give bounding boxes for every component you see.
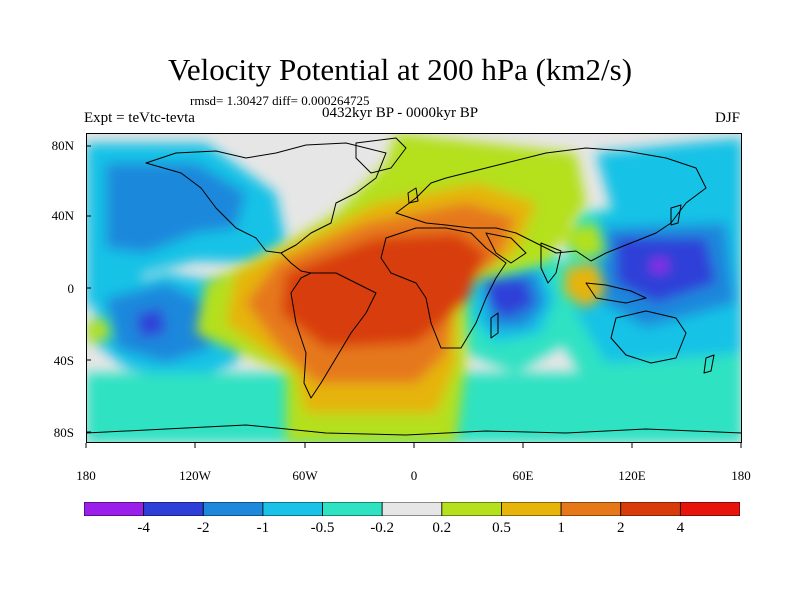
arabia-coast — [485, 232, 527, 264]
colorbar-label: -2 — [197, 520, 210, 536]
y-tick-80s: 80S — [53, 425, 74, 440]
x-tick-120w: 120W — [179, 468, 211, 483]
japan-coast — [670, 204, 682, 226]
x-tick-60e: 60E — [512, 468, 534, 483]
siberia-pos-weak — [556, 223, 606, 258]
y-tick-0: 0 — [67, 281, 75, 296]
coastlines — [86, 137, 742, 436]
colorbar-swatch — [501, 502, 562, 516]
colorbar-label: -4 — [137, 520, 150, 536]
y-tick-40s: 40S — [53, 353, 74, 368]
colorbar-swatch — [620, 502, 681, 516]
x-tick-0: 0 — [410, 468, 418, 483]
colorbar-swatch — [202, 502, 264, 516]
atlantic-pos-max — [281, 233, 486, 348]
colorbar-swatch — [143, 502, 204, 516]
x-tick-180w: 180 — [76, 468, 96, 483]
uk-coast — [407, 187, 419, 204]
south-america-pos-weak — [86, 318, 111, 343]
axis-ticks — [85, 145, 742, 448]
x-tick-60w: 60W — [292, 468, 318, 483]
south-america-coast — [290, 272, 377, 399]
colorbar-label: 0.2 — [432, 520, 452, 536]
australia-coast — [610, 310, 687, 364]
y-tick-80n: 80N — [51, 138, 74, 153]
x-tick-120e: 120E — [618, 468, 646, 483]
new-zealand-coast — [703, 354, 715, 374]
indonesia-coast — [585, 282, 647, 304]
velocity-potential-map — [86, 133, 742, 443]
colorbar-label: 4 — [676, 520, 685, 536]
colorbar-label: -1 — [256, 520, 270, 536]
greenland-coast — [355, 137, 407, 174]
west-pacific-neg-extreme — [651, 259, 668, 272]
x-tick-180e: 180 — [731, 468, 751, 483]
colorbar-swatch — [262, 502, 323, 516]
pacific-south-neg-max — [136, 308, 166, 338]
colorbar-swatch — [560, 502, 622, 516]
colorbar-swatch — [441, 502, 502, 516]
arctic-east-neg — [596, 138, 742, 223]
colorbar-label: -0.5 — [310, 520, 335, 536]
stats-line: rmsd= 1.30427 diff= 0.000264725 — [190, 93, 370, 108]
indian-neg-max — [486, 279, 534, 318]
colorbar-label: 1 — [557, 520, 565, 536]
africa-coast — [380, 227, 507, 349]
plot-title: Velocity Potential at 200 hPa (km2/s) — [167, 52, 633, 87]
period-label: 0432kyr BP - 0000kyr BP — [322, 105, 479, 121]
colorbar-swatch — [381, 502, 443, 516]
colorbar-label: -0.2 — [370, 520, 395, 536]
india-coast — [540, 242, 562, 284]
antarctica-coast — [86, 424, 742, 436]
y-tick-40n: 40N — [51, 208, 74, 223]
season-label: DJF — [714, 110, 740, 126]
colorbar-label: 0.5 — [492, 520, 511, 536]
colorbar-swatch — [322, 502, 383, 516]
colorbar-swatch — [84, 502, 145, 516]
madagascar-coast — [490, 312, 499, 339]
positive-anomaly-fields — [86, 133, 606, 443]
experiment-label: Expt = teVtc-tevta — [84, 110, 195, 126]
north-america-coast — [145, 142, 387, 254]
pacific-north-neg-strong — [106, 163, 246, 253]
colorbar-swatch — [679, 502, 740, 516]
colorbar-label: 2 — [616, 520, 625, 536]
colorbar — [84, 502, 740, 516]
central-america-coast — [280, 252, 312, 274]
